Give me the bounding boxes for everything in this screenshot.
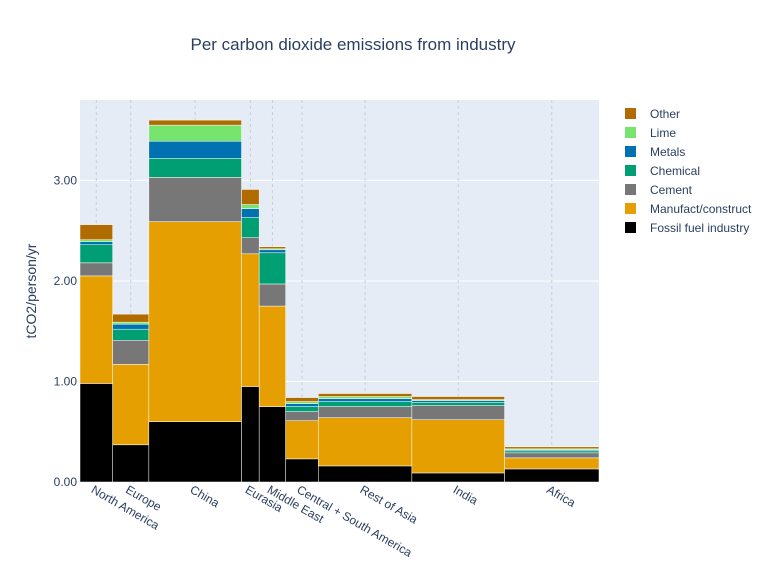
bar-segment <box>112 364 150 446</box>
legend-label: Cement <box>650 183 693 197</box>
legend-swatch <box>625 203 636 214</box>
bar-segment <box>411 402 505 406</box>
bar-segment <box>112 313 150 323</box>
bars <box>79 119 600 483</box>
bar-segment <box>148 124 242 142</box>
legend-swatch <box>625 127 636 138</box>
bar-segment <box>285 411 319 421</box>
legend-label: Manufact/construct <box>650 202 752 216</box>
bar-segment <box>318 393 413 397</box>
bar-segment <box>318 398 413 402</box>
y-tick-label: 2.00 <box>54 274 78 288</box>
y-tick-label: 1.00 <box>54 374 78 388</box>
bar-segment <box>148 119 242 126</box>
bar-segment <box>258 406 286 483</box>
bar-segment <box>112 340 150 365</box>
bar-segment <box>112 321 150 325</box>
bar-segment <box>241 208 260 218</box>
bar-segment <box>318 401 413 407</box>
x-tick-label: India <box>451 482 481 507</box>
x-tick-label: Africa <box>544 482 578 510</box>
bar-segment <box>285 406 319 412</box>
bar-segment <box>258 305 286 407</box>
bar-segment <box>285 401 319 404</box>
bar-segment <box>285 458 319 483</box>
bar-segment <box>411 400 505 403</box>
bar-segment <box>79 262 113 277</box>
bar-segment <box>504 468 600 483</box>
bar-segment <box>79 275 113 384</box>
bar-segment <box>318 406 413 418</box>
bar-segment <box>79 224 113 240</box>
bar-segment <box>504 446 600 450</box>
y-tick-label: 0.00 <box>54 475 78 489</box>
legend-label: Lime <box>650 126 676 140</box>
y-axis-label: tCO2/person/yr <box>23 243 39 338</box>
bar-segment <box>285 397 319 402</box>
bar-segment <box>241 217 260 238</box>
bar-segment <box>411 472 505 483</box>
bar-segment <box>411 396 505 400</box>
bar-segment <box>241 237 260 255</box>
bar-segment <box>148 158 242 178</box>
bar-segment <box>318 465 413 483</box>
bar-segment <box>148 221 242 422</box>
bar-segment <box>241 189 260 205</box>
legend-label: Chemical <box>650 164 700 178</box>
bar-segment <box>318 417 413 467</box>
bar-segment <box>504 457 600 470</box>
bar-segment <box>79 383 113 483</box>
y-axis-ticks: 0.00 1.00 2.00 3.00 <box>54 173 78 489</box>
bar-segment <box>148 421 242 483</box>
bar-segment <box>148 177 242 222</box>
legend: Other Lime Metals Chemical Cement Manufact/co… <box>625 107 752 235</box>
bar-segment <box>285 403 319 407</box>
legend-swatch <box>625 222 636 233</box>
bar-segment <box>79 244 113 264</box>
bar-segment <box>504 450 600 454</box>
chart-title: Per carbon dioxide emissions from indust… <box>190 35 516 54</box>
legend-swatch <box>625 108 636 119</box>
bar-segment <box>148 140 242 159</box>
bar-segment <box>258 246 286 250</box>
legend-label: Fossil fuel industry <box>650 221 749 235</box>
bar-segment <box>411 405 505 420</box>
bar-segment <box>79 239 113 242</box>
x-tick-label: China <box>188 482 222 510</box>
legend-swatch <box>625 146 636 157</box>
bar-segment <box>318 396 413 399</box>
bar-segment <box>241 253 260 387</box>
bar-segment <box>241 386 260 483</box>
legend-label: Metals <box>650 145 685 159</box>
legend-swatch <box>625 165 636 176</box>
y-tick-label: 3.00 <box>54 173 78 187</box>
bar-segment <box>112 444 150 483</box>
bar-segment <box>241 204 260 209</box>
legend-swatch <box>625 184 636 195</box>
bar-segment <box>112 323 150 330</box>
bar-segment <box>411 419 505 474</box>
legend-label: Other <box>650 107 680 121</box>
bar-segment <box>285 420 319 460</box>
bar-segment <box>258 249 286 254</box>
bar-segment <box>112 328 150 341</box>
bar-segment <box>258 252 286 285</box>
bar-segment <box>504 452 600 459</box>
bar-segment <box>258 283 286 307</box>
bar-segment <box>79 241 113 246</box>
